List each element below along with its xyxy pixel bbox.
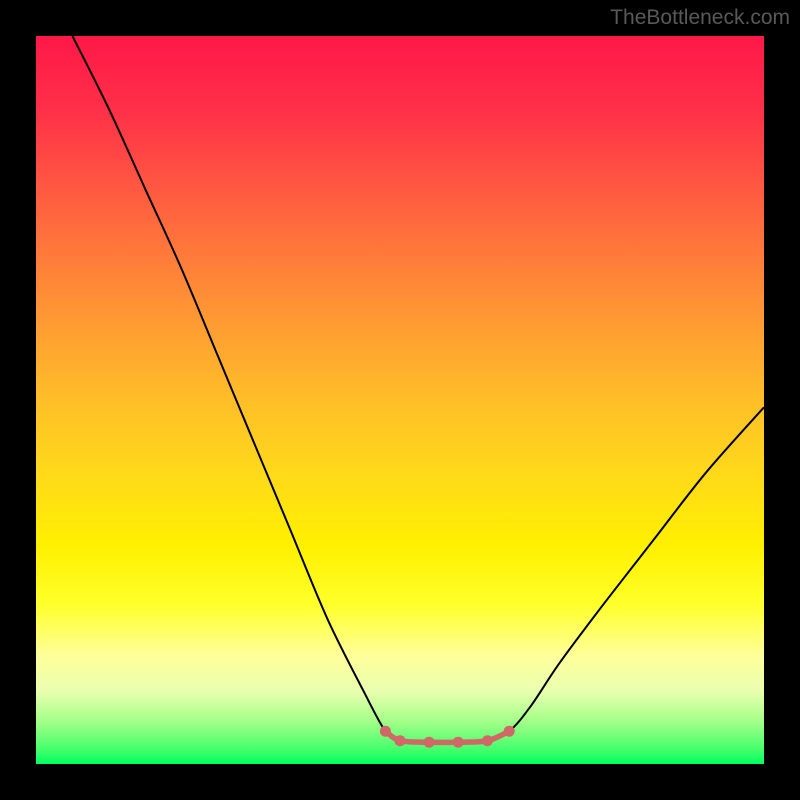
optimal-marker	[395, 735, 406, 746]
optimal-marker	[453, 737, 464, 748]
plot-background	[36, 36, 764, 764]
optimal-marker	[504, 726, 515, 737]
watermark-text: TheBottleneck.com	[610, 6, 790, 30]
optimal-marker	[424, 737, 435, 748]
optimal-marker	[380, 726, 391, 737]
optimal-marker	[482, 735, 493, 746]
chart-container: TheBottleneck.com	[0, 0, 800, 800]
bottleneck-chart	[0, 0, 800, 800]
